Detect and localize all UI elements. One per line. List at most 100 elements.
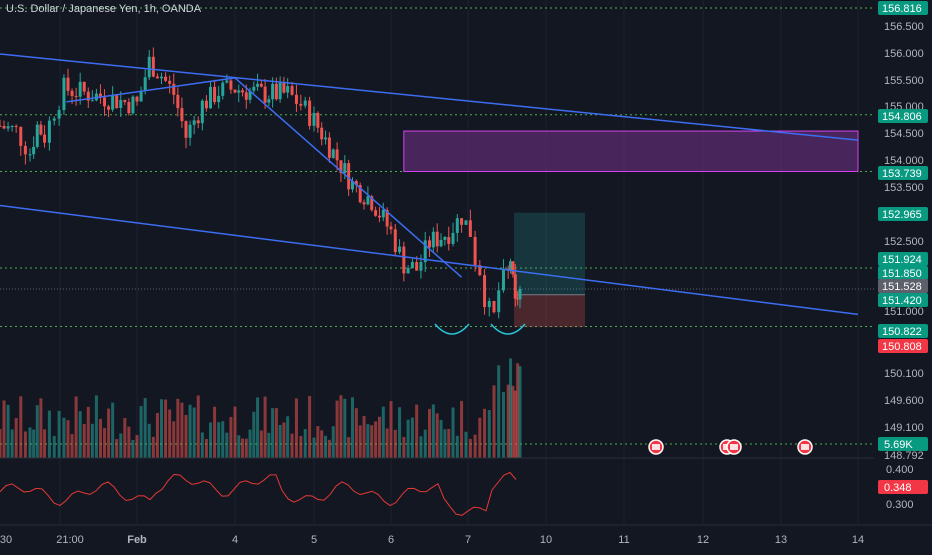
candle-body bbox=[278, 82, 282, 100]
volume-bar bbox=[74, 396, 78, 458]
price-badge-label: 150.808 bbox=[882, 341, 922, 353]
volume-bar bbox=[320, 430, 324, 458]
candle-body bbox=[200, 100, 204, 124]
position-stop-area bbox=[514, 294, 585, 328]
volume-bar bbox=[259, 430, 263, 458]
volume-bar bbox=[66, 420, 70, 458]
time-axis-tick: 12 bbox=[697, 534, 709, 546]
candle-body bbox=[192, 120, 196, 125]
volume-bar bbox=[28, 427, 32, 458]
candle-body bbox=[43, 134, 47, 143]
candle-body bbox=[316, 112, 320, 128]
candle-body bbox=[343, 163, 347, 174]
candle-body bbox=[362, 202, 366, 205]
volume-badge bbox=[878, 437, 928, 451]
volume-bar bbox=[431, 404, 435, 458]
candle-body bbox=[415, 262, 419, 271]
candle-body bbox=[271, 83, 275, 100]
candle-body bbox=[127, 101, 131, 114]
volume-bar bbox=[443, 429, 447, 458]
rsi-axis-tick: 0.400 bbox=[886, 464, 914, 476]
volume-bar bbox=[139, 405, 143, 458]
candle-body bbox=[377, 215, 381, 218]
volume-bar bbox=[282, 422, 286, 458]
volume-bar bbox=[168, 409, 172, 458]
volume-bar bbox=[374, 421, 378, 458]
price-badge-label: 154.806 bbox=[882, 111, 922, 123]
volume-bar bbox=[294, 398, 298, 458]
candle-body bbox=[398, 246, 402, 253]
candle-body bbox=[23, 145, 27, 155]
supply-zone-rectangle bbox=[403, 130, 859, 173]
candle-body bbox=[229, 80, 233, 90]
candle-body bbox=[419, 262, 423, 271]
candle-body bbox=[160, 76, 163, 79]
candle-body bbox=[473, 236, 477, 266]
candle-body bbox=[274, 83, 278, 100]
candle-body bbox=[19, 126, 23, 146]
time-axis-tick: 6 bbox=[388, 534, 394, 546]
volume-bar bbox=[43, 429, 47, 458]
trendline bbox=[234, 77, 463, 278]
candle-body bbox=[358, 185, 362, 203]
price-badge-label: 152.965 bbox=[882, 209, 922, 221]
volume-bar bbox=[267, 432, 271, 458]
candle-body bbox=[28, 154, 32, 156]
candle-body bbox=[111, 95, 115, 110]
price-axis-tick: 149.100 bbox=[884, 422, 924, 434]
volume-bar bbox=[248, 429, 252, 458]
candle-body bbox=[263, 86, 267, 103]
price-axis-tick: 156.500 bbox=[884, 21, 924, 33]
volume-bar bbox=[423, 429, 427, 458]
volume-bar bbox=[103, 428, 107, 458]
volume-bar bbox=[419, 436, 423, 458]
candle-body bbox=[518, 289, 522, 300]
volume-bar bbox=[451, 407, 455, 458]
volume-bar bbox=[155, 412, 159, 458]
volume-bar bbox=[19, 396, 23, 458]
volume-bar bbox=[192, 407, 196, 458]
price-badge-label: 151.850 bbox=[882, 268, 922, 280]
volume-bar bbox=[172, 421, 176, 458]
candle-body bbox=[354, 181, 358, 186]
candle-body bbox=[513, 274, 517, 299]
candle-body bbox=[464, 220, 468, 225]
candle-body bbox=[389, 226, 393, 230]
candle-body bbox=[252, 86, 256, 91]
trendline bbox=[0, 204, 859, 316]
volume-bar bbox=[143, 398, 147, 458]
volume-bar bbox=[381, 406, 385, 458]
volume-bar bbox=[180, 402, 184, 458]
candle-body bbox=[143, 77, 147, 91]
volume-bar bbox=[94, 395, 98, 458]
candle-body bbox=[393, 229, 397, 253]
price-badge-label: 156.816 bbox=[882, 3, 922, 15]
volume-bar bbox=[39, 398, 43, 458]
volume-bar bbox=[278, 424, 282, 458]
trendline bbox=[0, 53, 859, 141]
volume-bar bbox=[70, 434, 74, 458]
candle-body bbox=[98, 93, 102, 98]
volume-bar bbox=[107, 408, 111, 458]
volume-bar bbox=[123, 418, 127, 458]
candle-body bbox=[443, 237, 447, 240]
volume-bar bbox=[217, 422, 221, 458]
candle-body bbox=[52, 118, 56, 121]
volume-bar bbox=[473, 434, 477, 458]
volume-bar bbox=[213, 406, 217, 458]
candle-body bbox=[204, 100, 208, 109]
volume-bar bbox=[2, 400, 6, 458]
candle-body bbox=[327, 137, 331, 158]
candle-body bbox=[511, 261, 515, 275]
volume-bar bbox=[468, 438, 472, 458]
candle-body bbox=[308, 100, 312, 126]
volume-bar bbox=[225, 432, 229, 458]
volume-bar bbox=[354, 408, 358, 458]
candle-body bbox=[451, 232, 455, 244]
volume-bar bbox=[327, 439, 331, 458]
volume-bar bbox=[209, 422, 212, 458]
candle-body bbox=[74, 95, 78, 97]
volume-bar bbox=[98, 418, 102, 458]
